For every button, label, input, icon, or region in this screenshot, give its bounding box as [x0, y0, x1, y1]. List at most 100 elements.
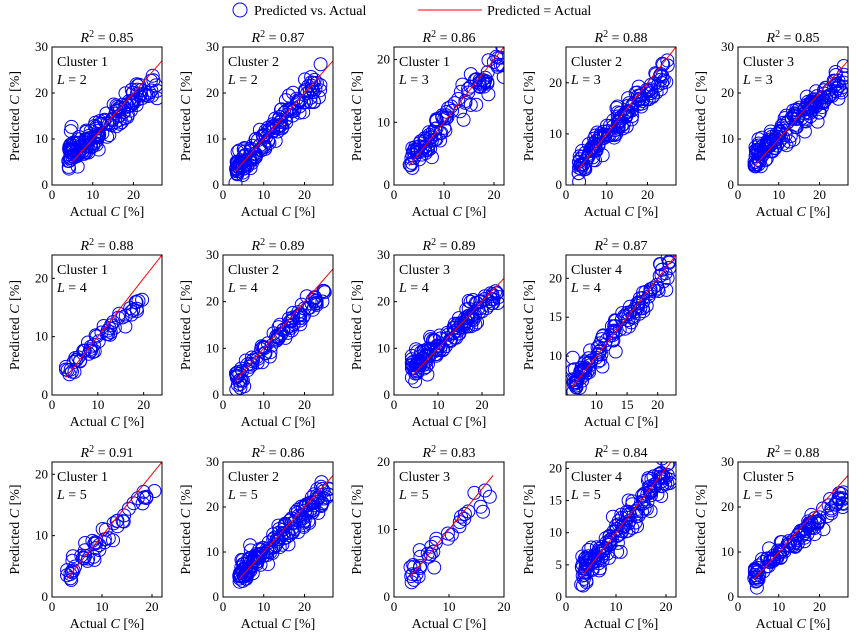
data-point	[656, 274, 671, 289]
data-point	[789, 112, 804, 127]
data-point	[635, 96, 649, 111]
data-point	[649, 85, 664, 100]
data-point	[465, 308, 480, 323]
l-label: L = 4	[398, 281, 429, 296]
y-tick-label: 15	[549, 493, 562, 508]
data-point	[658, 266, 673, 281]
data-point	[586, 553, 601, 568]
data-point	[566, 350, 580, 365]
data-point	[144, 83, 159, 98]
data-point	[272, 118, 287, 132]
x-tick-label: 20	[813, 187, 826, 202]
subplot-title: R2 = 0.89	[251, 237, 305, 255]
axes-box	[737, 46, 849, 186]
data-point	[832, 78, 847, 93]
data-point	[423, 329, 438, 344]
y-axis-label: Predicted C [%]	[8, 484, 23, 574]
y-tick-label: 0	[42, 177, 49, 192]
x-axis-label: Actual C [%]	[756, 205, 831, 220]
scatter-points	[228, 283, 332, 395]
data-point	[68, 559, 83, 574]
data-point	[608, 344, 623, 359]
x-tick-label: 10	[590, 397, 603, 412]
data-point	[297, 83, 312, 98]
subplot-9: 10 15 20 10 15 20 R2 = 0.87 Cluster 4 L = 4 Actua…	[522, 237, 677, 430]
subplot-5: 0 10 20 0 10 20 30 R2 = 0.85 Cluster 3 L = 3 Actua…	[694, 29, 849, 220]
x-tick-label: 20	[813, 599, 826, 614]
identity-line	[65, 255, 162, 378]
y-tick-label: 0	[556, 177, 563, 192]
y-axis-label: Predicted C [%]	[8, 280, 23, 370]
y-tick-label: 10	[206, 131, 219, 146]
y-tick-label: 20	[377, 52, 390, 67]
y-tick-label: 10	[35, 329, 48, 344]
x-tick-label: 10	[257, 187, 270, 202]
data-point	[442, 333, 457, 348]
data-point	[110, 519, 125, 534]
data-point	[292, 105, 307, 120]
data-point	[440, 526, 455, 541]
data-point	[429, 342, 444, 357]
data-point	[765, 554, 780, 569]
identity-line	[753, 60, 848, 167]
x-tick-label: 0	[391, 397, 398, 412]
data-point	[61, 159, 76, 174]
legend-scatter-label: Predicted vs. Actual	[254, 4, 366, 19]
data-point	[258, 141, 273, 156]
x-tick-label: 10	[91, 397, 104, 412]
data-point	[88, 535, 103, 550]
data-point	[655, 56, 670, 71]
data-point	[595, 539, 610, 554]
y-tick-label: 0	[213, 177, 220, 192]
data-point	[285, 108, 300, 123]
y-tick-label: 10	[35, 131, 48, 146]
data-point	[278, 93, 293, 108]
y-tick-label: 0	[384, 589, 391, 604]
x-tick-label: 0	[49, 187, 56, 202]
x-axis-label: Actual C [%]	[241, 415, 316, 430]
data-point	[306, 94, 321, 109]
data-point	[66, 355, 81, 369]
data-point	[755, 552, 769, 567]
data-point	[610, 544, 625, 559]
data-point	[454, 509, 468, 524]
data-point	[661, 462, 676, 471]
y-axis-label: Predicted C [%]	[8, 71, 23, 161]
y-tick-label: 30	[206, 39, 219, 54]
data-point	[255, 128, 270, 143]
data-point	[232, 569, 247, 584]
data-point	[643, 284, 658, 299]
data-point	[61, 154, 76, 168]
data-point	[129, 301, 144, 316]
y-axis-label: Predicted C [%]	[350, 280, 365, 370]
data-point	[572, 174, 587, 185]
x-tick-label: 0	[49, 599, 56, 614]
data-point	[289, 91, 304, 106]
data-point	[650, 487, 665, 502]
data-point	[807, 527, 822, 542]
y-tick-label: 10	[377, 340, 390, 355]
data-point	[805, 92, 820, 107]
y-tick-label: 10	[206, 544, 219, 559]
data-point	[803, 95, 818, 110]
y-axis-label: Predicted C [%]	[694, 484, 709, 574]
data-point	[836, 59, 848, 73]
x-tick-label: 20	[641, 187, 654, 202]
subplot-title: R2 = 0.85	[80, 29, 134, 47]
data-point	[245, 354, 260, 368]
data-point	[469, 72, 484, 87]
l-label: L = 3	[570, 73, 601, 88]
x-tick-label: 0	[391, 187, 398, 202]
subplot-title: R2 = 0.86	[422, 29, 476, 47]
data-point	[107, 320, 122, 335]
data-point	[120, 110, 135, 124]
data-point	[608, 313, 622, 328]
x-tick-label: 20	[298, 397, 311, 412]
x-tick-label: 10	[600, 187, 613, 202]
data-point	[94, 325, 109, 340]
axes-box	[51, 46, 163, 186]
data-point	[411, 569, 426, 584]
data-point	[468, 73, 482, 87]
data-point	[96, 319, 111, 333]
subplot-6: 0 10 20 0 10 20 R2 = 0.88 Cluster 1 L = 4 Actual …	[8, 237, 163, 430]
